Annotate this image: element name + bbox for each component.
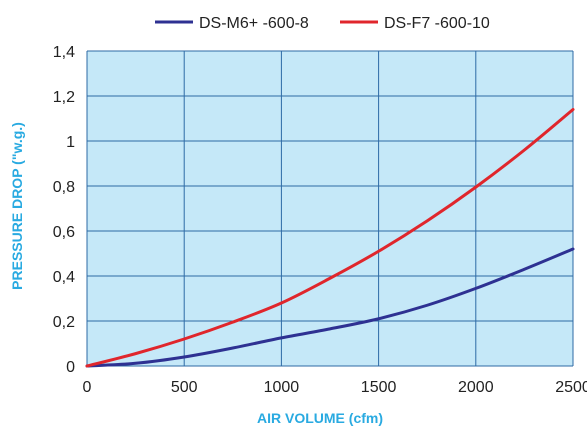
x-tick-label: 2500 <box>555 379 587 396</box>
y-tick-label: 1 <box>66 134 75 151</box>
plot-area <box>87 51 573 366</box>
y-axis-title: PRESSURE DROP ("w.g.) <box>9 122 25 290</box>
y-tick-label: 0,8 <box>53 179 75 196</box>
plot-background <box>87 51 573 366</box>
legend-label-2: DS-F7 -600-10 <box>384 15 490 32</box>
series-line-2 <box>85 108 575 368</box>
y-tick-label: 0,4 <box>53 269 75 286</box>
x-tick-label: 500 <box>171 379 198 396</box>
y-tick-label: 1,4 <box>53 44 75 61</box>
legend-label-1: DS-M6+ -600-8 <box>199 15 309 32</box>
y-axis-ticks: 0 0,2 0,4 0,6 0,8 1 1,2 1,4 <box>53 44 75 376</box>
y-tick-label: 0,6 <box>53 224 75 241</box>
x-tick-label: 1000 <box>264 379 300 396</box>
legend: DS-M6+ -600-8 DS-F7 -600-10 <box>155 15 490 32</box>
y-tick-label: 0 <box>66 359 75 376</box>
series-layer <box>85 108 575 368</box>
x-tick-label: 1500 <box>361 379 397 396</box>
x-tick-label: 0 <box>83 379 92 396</box>
grid-lines <box>86 50 574 367</box>
x-axis-title: AIR VOLUME (cfm) <box>257 410 383 426</box>
x-axis-ticks: 0 500 1000 1500 2000 2500 <box>83 379 587 396</box>
x-tick-label: 2000 <box>458 379 494 396</box>
series-line-1 <box>85 247 575 368</box>
y-tick-label: 0,2 <box>53 314 75 331</box>
y-tick-label: 1,2 <box>53 89 75 106</box>
